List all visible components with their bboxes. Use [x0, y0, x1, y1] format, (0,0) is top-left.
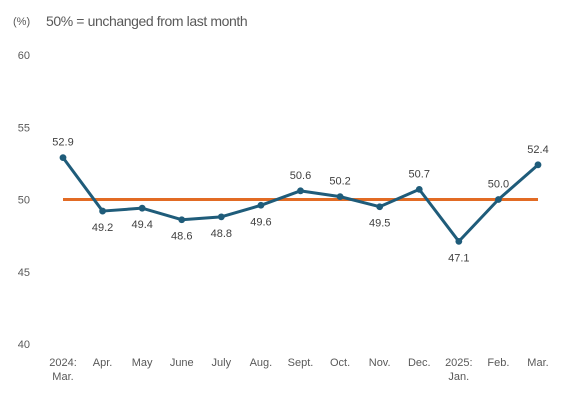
data-label: 48.8 [211, 228, 232, 240]
data-point [534, 161, 542, 169]
y-tick-label: 55 [18, 122, 30, 134]
x-tick-label: Nov. [369, 357, 391, 369]
data-point [336, 193, 344, 201]
data-point [178, 216, 186, 224]
data-label: 49.6 [250, 216, 271, 228]
x-tick-label: Feb. [487, 357, 509, 369]
data-label: 52.9 [52, 137, 73, 149]
data-point [99, 207, 106, 215]
data-point [59, 154, 67, 161]
data-label: 48.6 [171, 231, 192, 243]
data-label: 50.6 [290, 170, 311, 182]
y-unit-label: (%) [13, 16, 31, 28]
x-tick-label: Oct. [330, 357, 350, 369]
chart-subtitle: 50% = unchanged from last month [46, 13, 248, 29]
y-tick-label: 60 [18, 50, 30, 62]
data-point [217, 213, 225, 221]
data-label: 50.0 [488, 179, 509, 191]
x-tick-label: Sept. [288, 357, 314, 369]
data-point [257, 201, 265, 209]
x-tick-label: Mar. [52, 371, 73, 383]
data-point [376, 203, 384, 211]
x-tick-label: Apr. [93, 357, 113, 369]
x-tick-label: Aug. [250, 357, 273, 369]
data-point [495, 196, 502, 203]
y-tick-label: 45 [18, 267, 30, 279]
data-label: 52.4 [527, 144, 548, 156]
data-point [297, 187, 304, 195]
x-tick-label: July [212, 357, 232, 369]
x-tick-label: Dec. [408, 357, 431, 369]
data-label: 50.7 [409, 168, 430, 180]
data-point [415, 185, 423, 193]
x-tick-label: 2025: [445, 357, 473, 369]
x-tick-label: 2024: [49, 357, 77, 369]
data-label: 49.2 [92, 222, 113, 234]
x-tick-label: June [170, 357, 194, 369]
data-point [138, 204, 146, 212]
data-label: 50.2 [329, 176, 350, 188]
x-tick-label: Mar. [527, 357, 548, 369]
data-label: 49.4 [131, 219, 152, 231]
y-tick-label: 50 [18, 195, 30, 207]
data-label: 47.1 [448, 252, 469, 264]
x-tick-label: Jan. [448, 371, 469, 383]
y-tick-label: 40 [18, 339, 30, 351]
x-tick-label: May [132, 357, 153, 369]
data-label: 49.5 [369, 218, 390, 230]
data-point [455, 238, 463, 245]
